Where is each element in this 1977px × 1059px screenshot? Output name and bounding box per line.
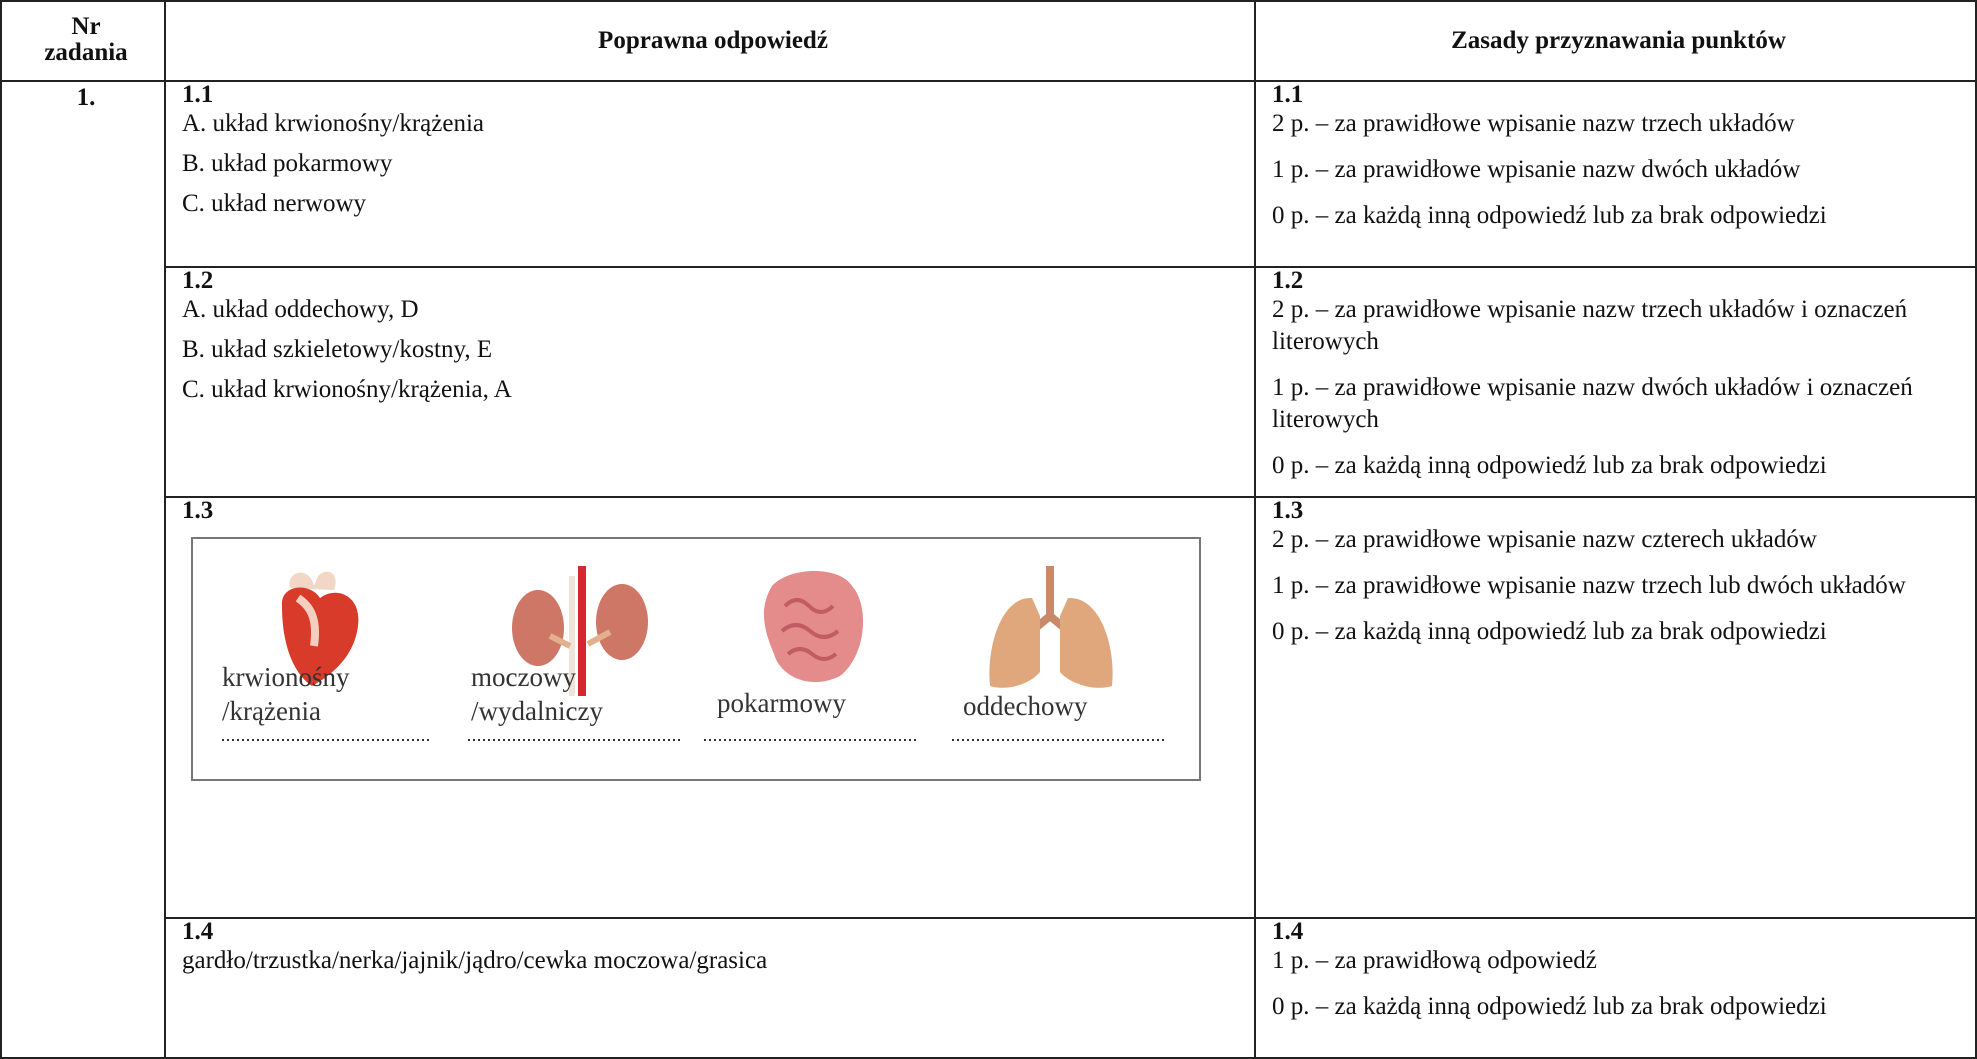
criteria-cell: 1.1 2 p. – za prawidłowe wpisanie nazw t…: [1254, 80, 1977, 268]
criteria-cell: 1.4 1 p. – za prawidłową odpowiedź 0 p. …: [1254, 917, 1977, 1059]
answer-cell: 1.1 A. układ krwionośny/krążenia B. ukła…: [164, 80, 1256, 268]
criteria-cell: 1.2 2 p. – za prawidłowe wpisanie nazw t…: [1254, 266, 1977, 498]
sub-label: 1.1: [1272, 81, 1304, 108]
row: 1.4 gardło/trzustka/nerka/jajnik/jądro/c…: [1, 917, 1977, 1059]
row: 1.3: [1, 496, 1977, 919]
criterion: 1 p. – za prawidłowe wpisanie nazw dwóch…: [1272, 374, 1913, 433]
row: 1. 1.1 A. układ krwionośny/krążenia B. u…: [0, 80, 1977, 1059]
header-row: Nr zadania Poprawna odpowiedź Zasady prz…: [0, 0, 1977, 82]
answer-cell: 1.3: [164, 496, 1256, 919]
answer-cell: 1.2 A. układ oddechowy, D B. układ szkie…: [164, 266, 1256, 498]
answer: B. układ pokarmowy: [182, 150, 393, 177]
header-text: Nr zadania: [44, 12, 128, 66]
figure-label: /krążenia: [222, 696, 321, 726]
criterion: 1 p. – za prawidłowe wpisanie nazw trzec…: [1272, 572, 1906, 599]
criterion: 0 p. – za każdą inną odpowiedź lub za br…: [1272, 452, 1827, 479]
sub-label: 1.2: [1272, 267, 1304, 294]
sub-label: 1.1: [182, 81, 214, 108]
answer: A. układ krwionośny/krążenia: [182, 110, 485, 137]
figure-label: oddechowy: [963, 691, 1088, 721]
criterion: 2 p. – za prawidłowe wpisanie nazw trzec…: [1272, 110, 1795, 137]
answer: C. układ nerwowy: [182, 190, 366, 217]
criterion: 2 p. – za prawidłowe wpisanie nazw trzec…: [1272, 296, 1908, 355]
header-text: Zasady przyznawania punktów: [1451, 27, 1786, 54]
criterion: 2 p. – za prawidłowe wpisanie nazw czter…: [1272, 526, 1817, 553]
header-text: Poprawna odpowiedź: [598, 27, 828, 54]
figure-label: moczowy: [471, 662, 576, 692]
figure-label: pokarmowy: [717, 688, 846, 718]
sub-label: 1.2: [182, 267, 214, 294]
sub-label: 1.3: [182, 497, 214, 524]
figure-label: krwionośny: [222, 662, 350, 692]
lungs-icon: [989, 566, 1113, 688]
task-number-text: 1.: [76, 84, 96, 111]
intestine-icon: [763, 571, 864, 683]
answer: gardło/trzustka/nerka/jajnik/jądro/cewka…: [182, 947, 768, 974]
answer: C. układ krwionośny/krążenia, A: [182, 376, 512, 403]
row: 1.2 A. układ oddechowy, D B. układ szkie…: [1, 266, 1977, 498]
criterion: 0 p. – za każdą inną odpowiedź lub za br…: [1272, 993, 1827, 1020]
sub-label: 1.3: [1272, 497, 1304, 524]
answer-cell: 1.4 gardło/trzustka/nerka/jajnik/jądro/c…: [164, 917, 1256, 1059]
criterion: 0 p. – za każdą inną odpowiedź lub za br…: [1272, 618, 1827, 645]
figure-label: /wydalniczy: [471, 696, 603, 726]
criterion: 1 p. – za prawidłowe wpisanie nazw dwóch…: [1272, 156, 1801, 183]
header-cell: Nr zadania: [0, 0, 166, 82]
header-cell: Poprawna odpowiedź: [164, 0, 1256, 82]
kidney-icon: [512, 566, 648, 696]
heart-icon: [281, 571, 359, 686]
criteria-cell: 1.3 2 p. – za prawidłowe wpisanie nazw c…: [1254, 496, 1977, 919]
sub-label: 1.4: [1272, 918, 1304, 945]
organ-figure: krwionośny /krążenia moczowy /wydalniczy…: [191, 537, 1201, 781]
answer: A. układ oddechowy, D: [182, 296, 419, 323]
criterion: 0 p. – za każdą inną odpowiedź lub za br…: [1272, 202, 1827, 229]
task-number: 1.: [0, 80, 166, 1059]
header-cell: Zasady przyznawania punktów: [1254, 0, 1977, 82]
answer: B. układ szkieletowy/kostny, E: [182, 336, 493, 363]
criterion: 1 p. – za prawidłową odpowiedź: [1272, 947, 1597, 974]
sub-label: 1.4: [182, 918, 214, 945]
